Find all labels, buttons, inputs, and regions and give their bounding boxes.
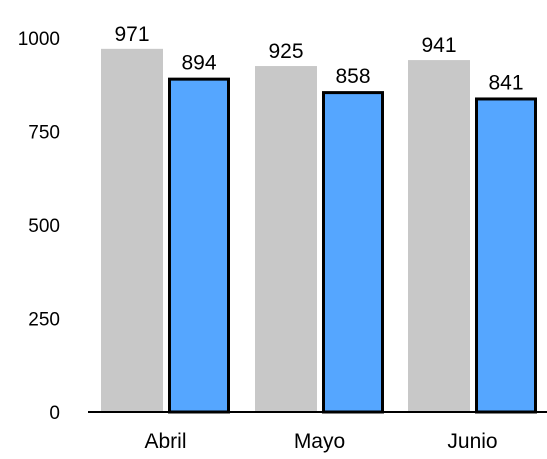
y-tick-label: 500 [28, 216, 60, 237]
bar [322, 91, 384, 414]
category-label: Abril [144, 430, 186, 453]
y-tick-label: 0 [49, 403, 60, 424]
bar-value-label: 841 [488, 71, 523, 94]
bar-value-label: 971 [114, 23, 149, 46]
value-labels-layer: 971 894 925 858 941 841 [114, 23, 523, 95]
bar-value-label: 925 [268, 40, 303, 63]
bar [255, 66, 317, 413]
category-label: Junio [447, 430, 497, 453]
y-tick-label: 250 [28, 310, 60, 331]
bar-value-label: 858 [335, 65, 370, 88]
bar-value-label: 894 [181, 52, 216, 75]
bar [475, 97, 537, 414]
bar [408, 60, 470, 412]
bar [168, 77, 230, 414]
category-labels-layer: Abril Mayo Junio [144, 430, 497, 453]
bar-value-label: 941 [421, 34, 456, 57]
bars-layer [101, 48, 537, 414]
y-tick-label: 1000 [18, 29, 60, 50]
y-tick-label: 750 [28, 123, 60, 144]
bar [101, 48, 163, 412]
y-axis-tick-labels: 0 250 500 750 1000 [18, 29, 60, 424]
category-label: Mayo [294, 430, 345, 453]
